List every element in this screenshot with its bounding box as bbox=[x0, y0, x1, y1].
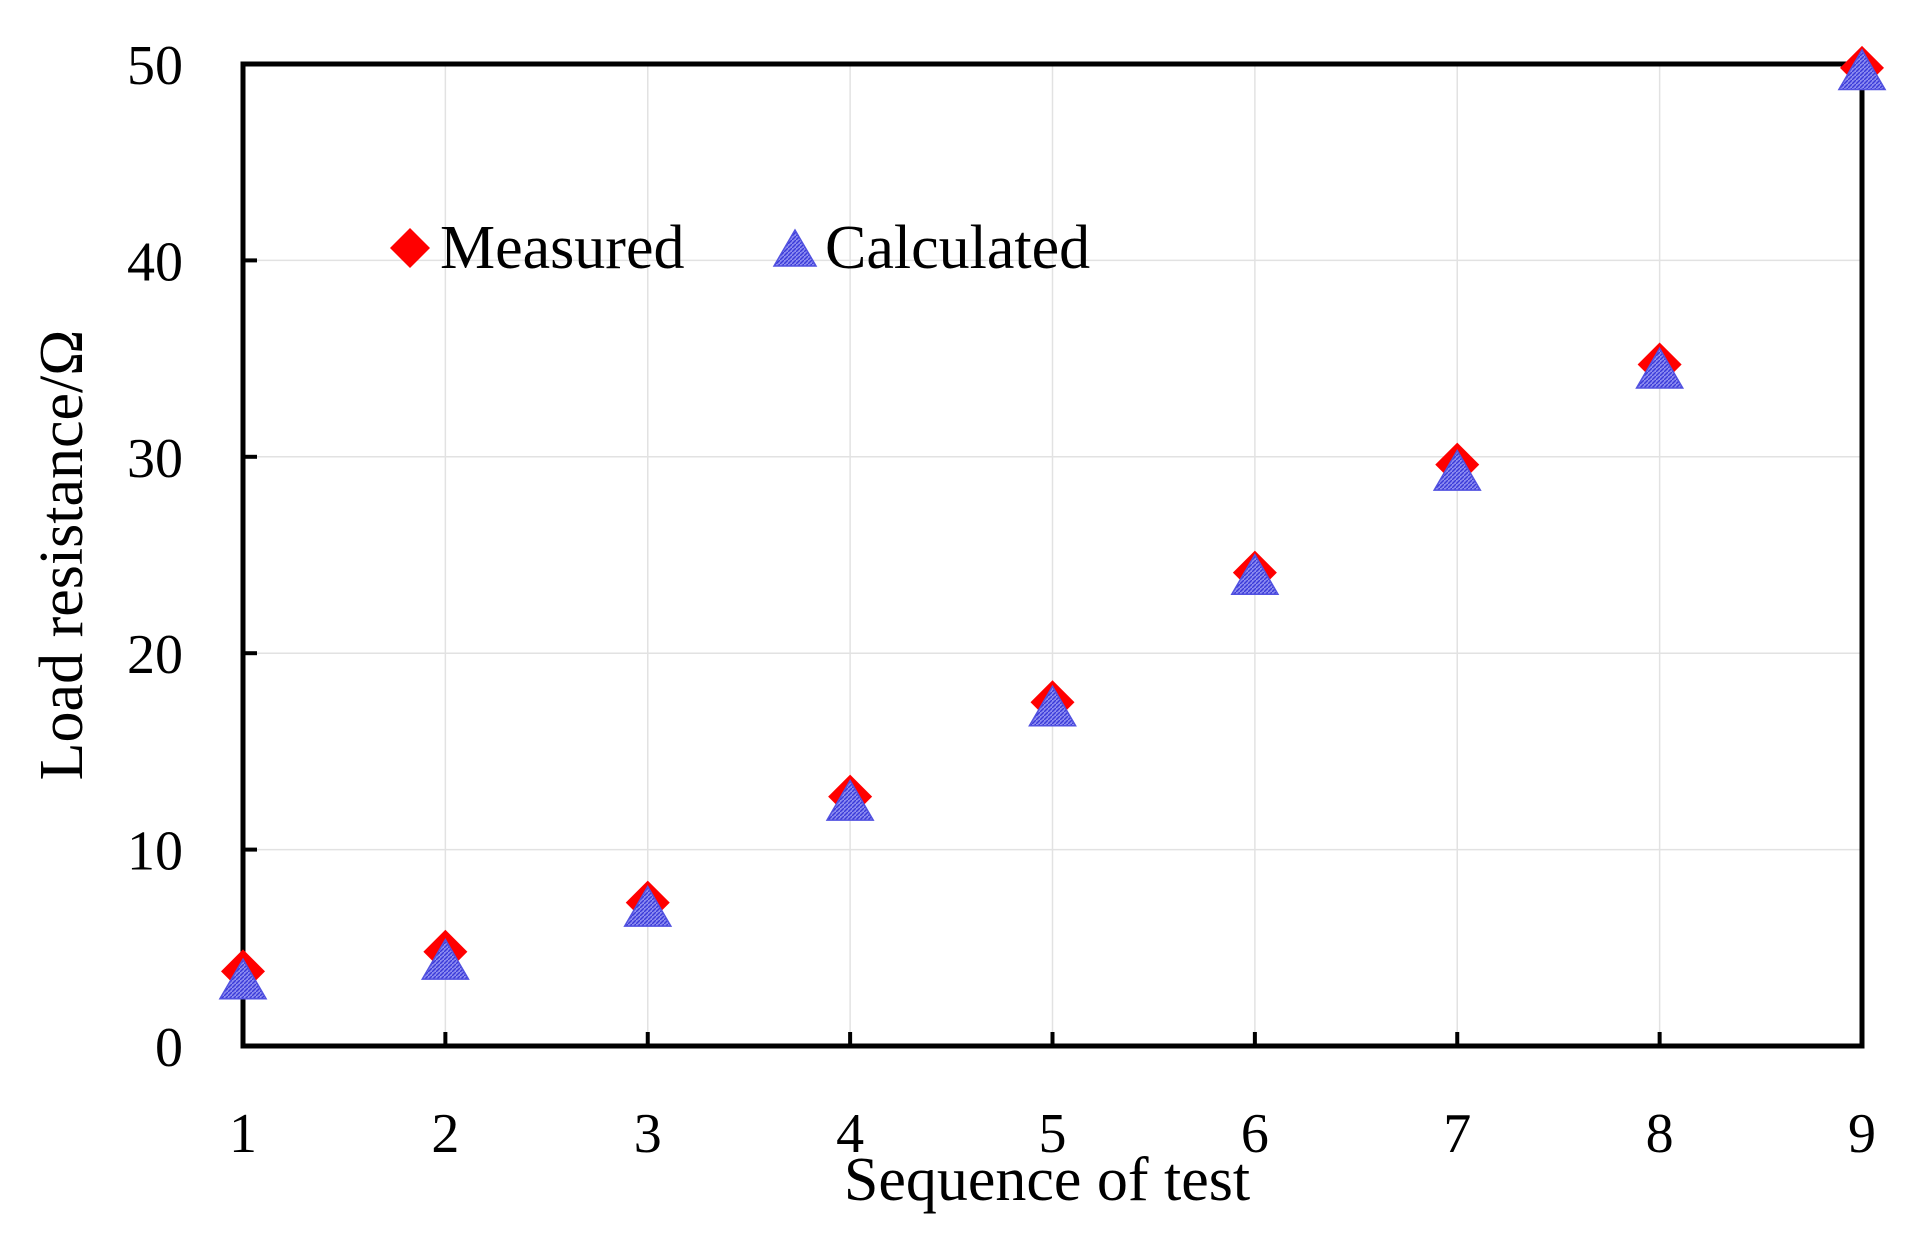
x-tick-label: 6 bbox=[1241, 1103, 1269, 1165]
legend-label-calculated: Calculated bbox=[825, 214, 1090, 282]
y-tick-label: 0 bbox=[155, 1017, 183, 1079]
calculated-point bbox=[1432, 449, 1482, 491]
calculated-point bbox=[825, 778, 875, 821]
x-tick-label: 4 bbox=[836, 1103, 864, 1165]
tick-labels: 1 2 3 4 5 6 7 8 9 0 10 20 30 40 50 bbox=[127, 35, 1876, 1165]
calculated-point bbox=[1230, 553, 1280, 595]
series-calculated bbox=[218, 48, 1887, 1000]
x-tick-label: 5 bbox=[1039, 1103, 1067, 1165]
y-tick-label: 40 bbox=[127, 231, 183, 293]
axis-ticks bbox=[241, 258, 1864, 1046]
calculated-point bbox=[218, 957, 268, 1000]
x-tick-label: 3 bbox=[634, 1103, 662, 1165]
legend: Measured Calculated bbox=[390, 214, 1090, 282]
x-tick-label: 2 bbox=[431, 1103, 459, 1165]
y-tick-label: 50 bbox=[127, 35, 183, 97]
y-axis-title: Load resistance/Ω bbox=[28, 330, 96, 781]
data-series bbox=[218, 45, 1887, 1000]
x-tick-label: 9 bbox=[1848, 1103, 1876, 1165]
calculated-point bbox=[1837, 48, 1887, 91]
legend-measured-marker bbox=[390, 228, 430, 268]
x-tick-label: 7 bbox=[1443, 1103, 1471, 1165]
y-tick-label: 10 bbox=[127, 821, 183, 883]
legend-label-measured: Measured bbox=[440, 214, 684, 282]
x-tick-label: 8 bbox=[1646, 1103, 1674, 1165]
calculated-point bbox=[420, 938, 470, 980]
legend-calculated-marker bbox=[772, 228, 818, 267]
calculated-point bbox=[623, 885, 673, 927]
x-axis-title: Sequence of test bbox=[844, 1146, 1250, 1214]
y-tick-label: 30 bbox=[127, 428, 183, 490]
y-tick-label: 20 bbox=[127, 624, 183, 686]
calculated-point bbox=[1028, 684, 1077, 727]
calculated-point bbox=[1635, 346, 1685, 389]
grid-lines bbox=[243, 64, 1862, 1046]
x-tick-label: 1 bbox=[229, 1103, 257, 1165]
